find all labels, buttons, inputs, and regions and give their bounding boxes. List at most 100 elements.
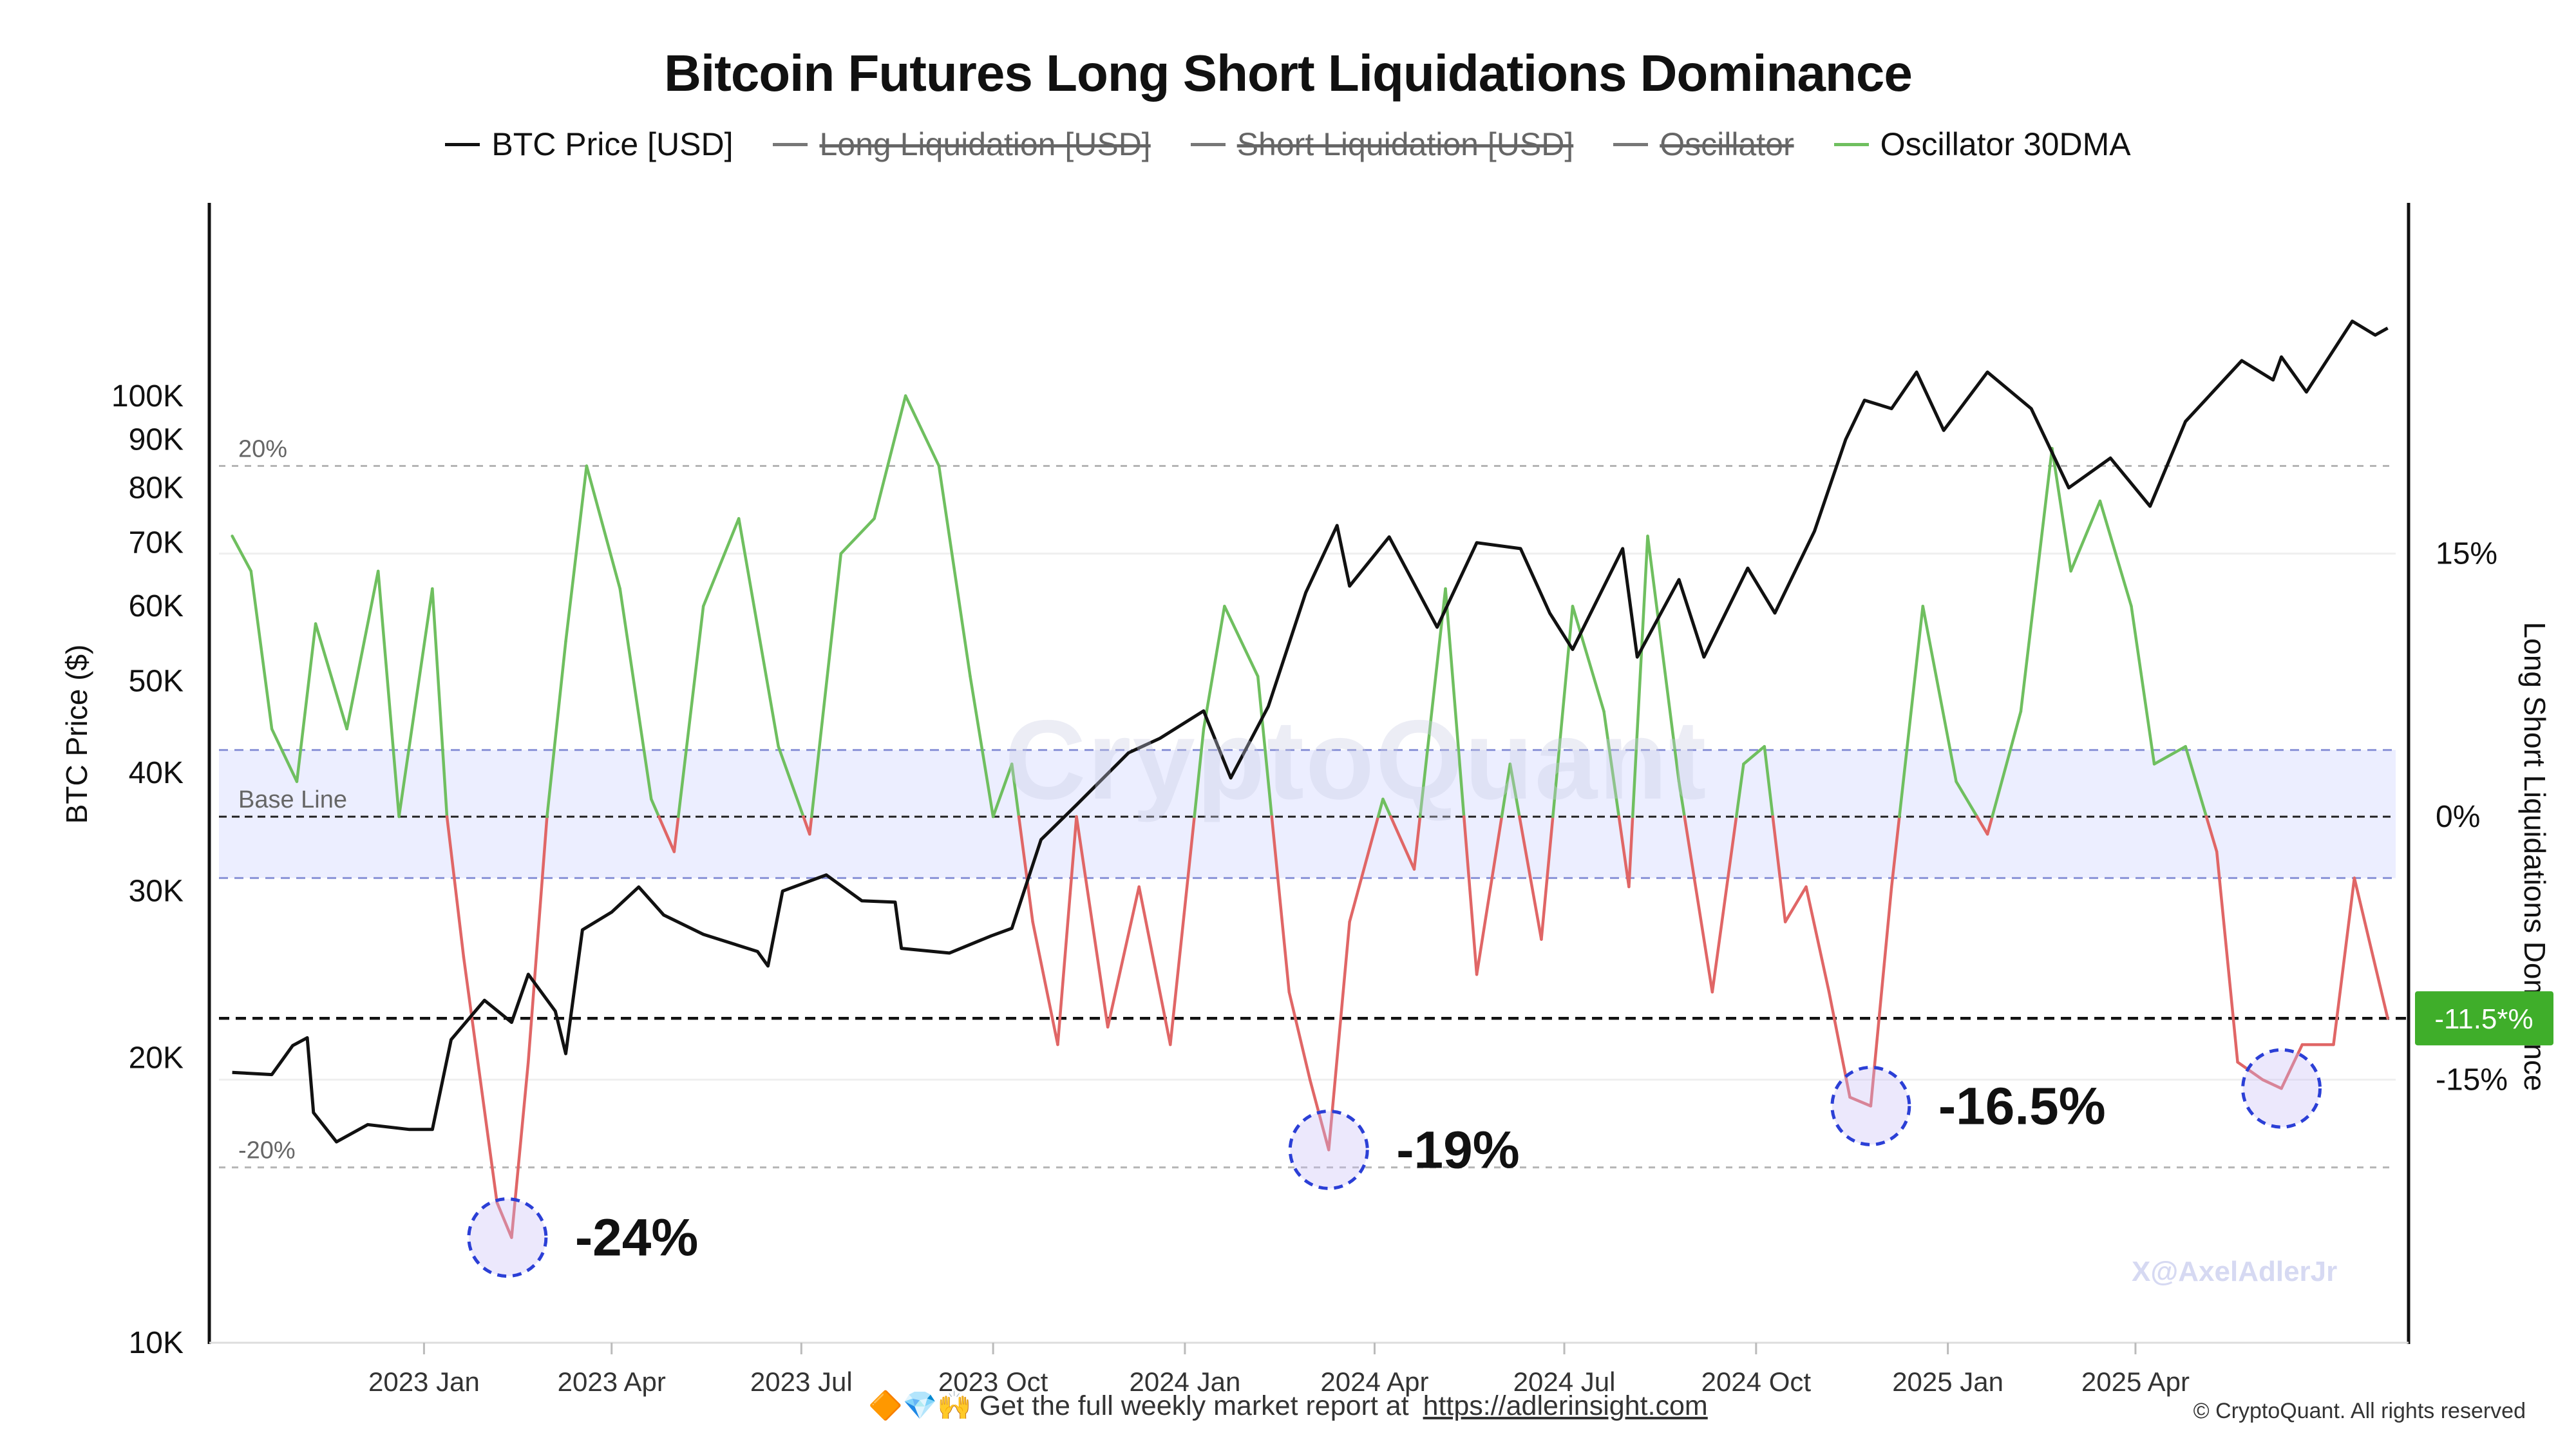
oscillator-segment <box>1075 815 1110 1029</box>
legend-label: Long Liquidation [USD] <box>819 126 1151 162</box>
oscillator-segment <box>1627 815 1634 889</box>
oscillator-segment <box>672 815 680 853</box>
oscillator-segment <box>564 464 589 643</box>
left-axis-tick-label: 70K <box>129 526 184 560</box>
footer: 🔶💎🙌 Get the full weekly market report at… <box>0 1390 2576 1422</box>
legend-item[interactable]: Oscillator <box>1613 126 1794 163</box>
oscillator-segment <box>1475 815 1504 976</box>
oscillator-segment <box>1389 815 1416 871</box>
oscillator-segment <box>701 516 741 608</box>
oscillator-segment <box>2152 744 2187 766</box>
oscillator-segment <box>2215 850 2239 1064</box>
left-axis-tick-label: 60K <box>129 589 184 623</box>
btc-price-line <box>232 319 2389 1144</box>
oscillator-segment <box>1646 535 1681 783</box>
oscillator-segment <box>445 815 466 959</box>
legend-label: Oscillator <box>1660 126 1794 162</box>
oscillator-segment <box>1462 815 1479 976</box>
oscillator-segment <box>1348 815 1380 923</box>
oscillator-segment <box>1955 780 1979 819</box>
oscillator-segment <box>231 535 252 573</box>
footer-text: Get the full weekly market report at <box>979 1390 1409 1421</box>
legend-swatch <box>1613 142 1649 146</box>
oscillator-segment <box>1783 885 1808 923</box>
x-tick-label: 2024 Apr <box>1320 1367 1428 1397</box>
reference-line-label: 20% <box>238 435 287 462</box>
legend-label: Short Liquidation [USD] <box>1236 126 1574 162</box>
oscillator-segment <box>991 762 1014 819</box>
oscillator-segment <box>1898 605 1925 819</box>
chart-title: Bitcoin Futures Long Short Liquidations … <box>664 44 1913 102</box>
oscillator-segment <box>510 1061 530 1239</box>
oscillator-segment <box>1571 605 1605 713</box>
oscillator-segment <box>1223 605 1260 678</box>
oscillator-segment <box>1991 710 2023 819</box>
x-tick-label: 2024 Oct <box>1701 1367 1812 1397</box>
x-tick-label: 2024 Jul <box>1513 1367 1616 1397</box>
x-tick-label: 2025 Apr <box>2081 1367 2190 1397</box>
annotation-circle <box>1288 1109 1369 1190</box>
oscillator-segment <box>1985 815 1994 836</box>
oscillator-segment <box>1500 762 1512 819</box>
right-label-clip <box>2550 451 2576 1030</box>
oscillator-segment <box>397 587 434 819</box>
oscillator-segment <box>1617 815 1631 889</box>
legend: BTC Price [USD] Long Liquidation [USD] Sho… <box>0 126 2576 163</box>
left-axis-tick-label: 80K <box>129 471 184 506</box>
legend-swatch <box>1190 142 1226 146</box>
legend-item[interactable]: Long Liquidation [USD] <box>773 126 1151 163</box>
oscillator-segment <box>376 569 401 819</box>
oscillator-segment <box>2069 499 2102 573</box>
oscillator-segment <box>2204 815 2219 853</box>
annotation-circle <box>2241 1048 2322 1129</box>
oscillator-segment <box>1010 762 1021 819</box>
annotation-label: -19% <box>1396 1121 1519 1179</box>
x-tick-label: 2023 Jan <box>368 1367 480 1397</box>
annotation-circle <box>467 1197 548 1278</box>
left-axis-tick-label: 50K <box>129 665 184 699</box>
oscillator-segment <box>2353 876 2389 1020</box>
footer-emoji: 🔶💎🙌 <box>868 1390 972 1421</box>
oscillator-segment <box>431 587 449 819</box>
oscillator-segment <box>1412 815 1422 871</box>
oscillator-segment <box>1631 535 1649 819</box>
oscillator-segment <box>1975 815 1989 836</box>
oscillator-segment <box>1017 815 1034 923</box>
x-tick-label: 2023 Jul <box>750 1367 853 1397</box>
oscillator-segment <box>1677 780 1686 819</box>
oscillator-segment <box>1418 587 1447 819</box>
current-value-badge-label: -11.5*% <box>2434 1003 2533 1035</box>
annotation-circle <box>1830 1065 1911 1146</box>
footer-link[interactable]: https://adlerinsight.com <box>1423 1390 1708 1421</box>
oscillator-segment <box>1683 815 1714 994</box>
legend-swatch <box>773 142 808 146</box>
legend-item[interactable]: Oscillator 30DMA <box>1833 126 2131 163</box>
oscillator-segment <box>462 955 498 1204</box>
oscillator-segment <box>345 569 380 731</box>
left-axis-tick-label: 40K <box>129 756 184 790</box>
x-tick-label: 2023 Oct <box>938 1367 1048 1397</box>
left-axis-tick-label: 100K <box>111 379 184 413</box>
watermark: CryptoQuant <box>1005 697 1708 823</box>
legend-item[interactable]: BTC Price [USD] <box>445 126 733 163</box>
reference-line-label: -20% <box>238 1137 296 1164</box>
oscillator-segment <box>1193 727 1206 819</box>
copyright: © CryptoQuant. All rights reserved <box>2193 1399 2526 1423</box>
oscillator-segment <box>1889 815 1901 889</box>
current-value-badge <box>2415 991 2553 1046</box>
legend-swatch <box>1833 142 1869 146</box>
oscillator-segment <box>2184 744 2208 819</box>
oscillator-segment <box>777 744 805 819</box>
oscillator-segment <box>737 516 780 748</box>
oscillator-segment <box>873 394 907 520</box>
oscillator-segment <box>1827 990 1852 1099</box>
annotation-label: -24% <box>575 1209 698 1267</box>
oscillator-segment <box>1508 762 1521 819</box>
oscillator-segment <box>495 1200 513 1239</box>
oscillator-segment <box>1106 885 1141 1029</box>
legend-item[interactable]: Short Liquidation [USD] <box>1190 126 1574 163</box>
x-tick-label: 2023 Apr <box>558 1367 666 1397</box>
left-axis-label: BTC Price ($) <box>60 645 93 824</box>
oscillator-segment <box>1056 815 1078 1046</box>
